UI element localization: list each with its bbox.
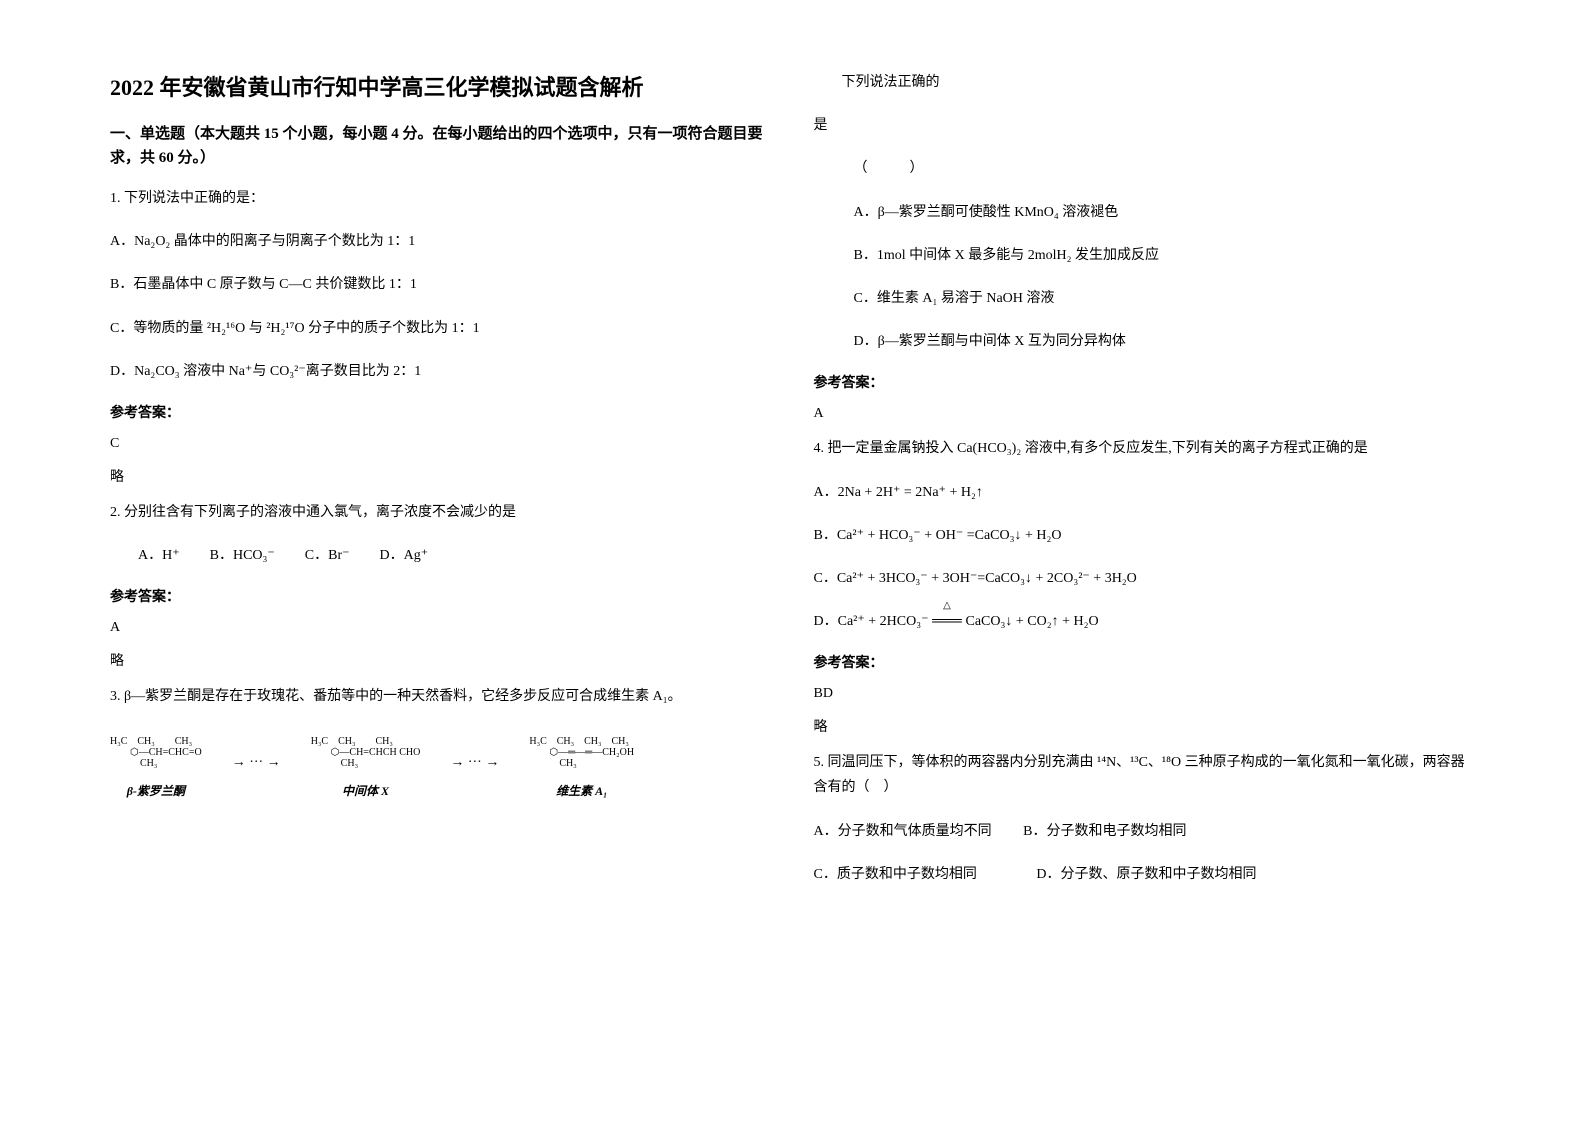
q3-option-b: B．1mol 中间体 X 最多能与 2molH₂ 发生加成反应 [814, 243, 1478, 268]
molecule-2: H₃C CH₃ CH₃ ⬡—CH=CHCH CHO CH₃ 中间体 X [311, 728, 421, 799]
q1-stem: 1. 下列说法中正确的是： [110, 186, 774, 211]
q4-option-b: B．Ca²⁺ + HCO₃⁻ + OH⁻ =CaCO₃↓ + H₂O [814, 523, 1478, 548]
q5-options-row2: C．质子数和中子数均相同 D．分子数、原子数和中子数均相同 [814, 862, 1478, 887]
left-column: 2022 年安徽省黄山市行知中学高三化学模拟试题含解析 一、单选题（本大题共 1… [90, 70, 794, 1052]
molecule-3-label: 维生素 A₁ [556, 782, 607, 799]
q3-stem: 3. β—紫罗兰酮是存在于玫瑰花、番茄等中的一种天然香料，它经多步反应可合成维生… [110, 684, 774, 709]
arrow-2: → ··· → [450, 755, 499, 771]
q4-option-d: D．Ca²⁺ + 2HCO₃⁻ △ ═══ CaCO₃↓ + CO₂↑ + H₂… [814, 609, 1478, 634]
q2-option-c: C．Br⁻ [305, 543, 350, 568]
q5-stem: 5. 同温同压下，等体积的两容器内分别充满由 ¹⁴N、¹³C、¹⁸O 三种原子构… [814, 750, 1478, 800]
molecule-1-label: β-紫罗兰酮 [127, 782, 185, 799]
molecule-2-structure: H₃C CH₃ CH₃ ⬡—CH=CHCH CHO CH₃ [311, 728, 421, 778]
right-column: 下列说法正确的 是 （ ） A．β—紫罗兰酮可使酸性 KMnO₄ 溶液褪色 B．… [794, 70, 1498, 1052]
q2-stem: 2. 分别往含有下列离子的溶液中通入氯气，离子浓度不会减少的是 [110, 500, 774, 525]
q5-option-c: C．质子数和中子数均相同 [814, 867, 977, 882]
molecule-1-structure: H₃C CH₃ CH₃ ⬡—CH=CHC=O CH₃ [110, 728, 202, 778]
q5-option-d: D．分子数、原子数和中子数均相同 [1036, 867, 1256, 882]
q3-right-stem2: 是 [814, 113, 1478, 138]
q2-option-d: D．Ag⁺ [380, 543, 429, 568]
molecule-3-structure: H₃C CH₃ CH₃ CH₃ ⬡—═—═—CH₂OH CH₃ [529, 728, 634, 778]
q2-answer-label: 参考答案： [110, 586, 774, 606]
q4-option-d-prefix: D．Ca²⁺ + 2HCO₃⁻ [814, 614, 929, 629]
q1-note: 略 [110, 466, 774, 486]
molecule-2-label: 中间体 X [342, 782, 389, 799]
q5-option-a: A．分子数和气体质量均不同 [814, 824, 992, 839]
q5-options-row1: A．分子数和气体质量均不同 B．分子数和电子数均相同 [814, 819, 1478, 844]
q5-option-b: B．分子数和电子数均相同 [1023, 824, 1186, 839]
q2-option-a: A．H⁺ [138, 543, 180, 568]
q2-note: 略 [110, 650, 774, 670]
delta-equals: △ ═══ [932, 609, 962, 634]
molecule-figure: H₃C CH₃ CH₃ ⬡—CH=CHC=O CH₃ β-紫罗兰酮 → ··· … [110, 728, 774, 799]
q3-option-a: A．β—紫罗兰酮可使酸性 KMnO₄ 溶液褪色 [814, 200, 1478, 225]
q1-option-b: B．石墨晶体中 C 原子数与 C—C 共价键数比 1：1 [110, 272, 774, 297]
q2-options: A．H⁺ B．HCO₃⁻ C．Br⁻ D．Ag⁺ [110, 543, 774, 568]
molecule-3: H₃C CH₃ CH₃ CH₃ ⬡—═—═—CH₂OH CH₃ 维生素 A₁ [529, 728, 634, 799]
q4-answer: BD [814, 686, 1478, 702]
q4-answer-label: 参考答案： [814, 652, 1478, 672]
q3-answer-label: 参考答案： [814, 372, 1478, 392]
q1-answer: C [110, 436, 774, 452]
arrow-1: → ··· → [232, 755, 281, 771]
q3-option-c: C．维生素 A₁ 易溶于 NaOH 溶液 [814, 286, 1478, 311]
q4-note: 略 [814, 716, 1478, 736]
q1-option-c: C．等物质的量 ²H₂¹⁶O 与 ²H₂¹⁷O 分子中的质子个数比为 1：1 [110, 316, 774, 341]
q1-answer-label: 参考答案： [110, 402, 774, 422]
q4-option-d-suffix: CaCO₃↓ + CO₂↑ + H₂O [965, 614, 1098, 629]
q1-option-d: D．Na₂CO₃ 溶液中 Na⁺与 CO₃²⁻离子数目比为 2：1 [110, 359, 774, 384]
q3-answer: A [814, 406, 1478, 422]
q2-answer: A [110, 620, 774, 636]
q4-option-c: C．Ca²⁺ + 3HCO₃⁻ + 3OH⁻=CaCO₃↓ + 2CO₃²⁻ +… [814, 566, 1478, 591]
q3-option-d: D．β—紫罗兰酮与中间体 X 互为同分异构体 [814, 329, 1478, 354]
q3-right-stem: 下列说法正确的 [814, 70, 1478, 95]
q2-option-b: B．HCO₃⁻ [210, 543, 275, 568]
q4-option-a: A．2Na + 2H⁺ = 2Na⁺ + H₂↑ [814, 480, 1478, 505]
q4-stem: 4. 把一定量金属钠投入 Ca(HCO₃)₂ 溶液中,有多个反应发生,下列有关的… [814, 436, 1478, 461]
q1-option-a: A．Na₂O₂ 晶体中的阳离子与阴离子个数比为 1：1 [110, 229, 774, 254]
molecule-1: H₃C CH₃ CH₃ ⬡—CH=CHC=O CH₃ β-紫罗兰酮 [110, 728, 202, 799]
q3-paren: （ ） [814, 156, 1478, 181]
section-heading: 一、单选题（本大题共 15 个小题，每小题 4 分。在每小题给出的四个选项中，只… [110, 122, 774, 170]
document-title: 2022 年安徽省黄山市行知中学高三化学模拟试题含解析 [110, 70, 774, 102]
